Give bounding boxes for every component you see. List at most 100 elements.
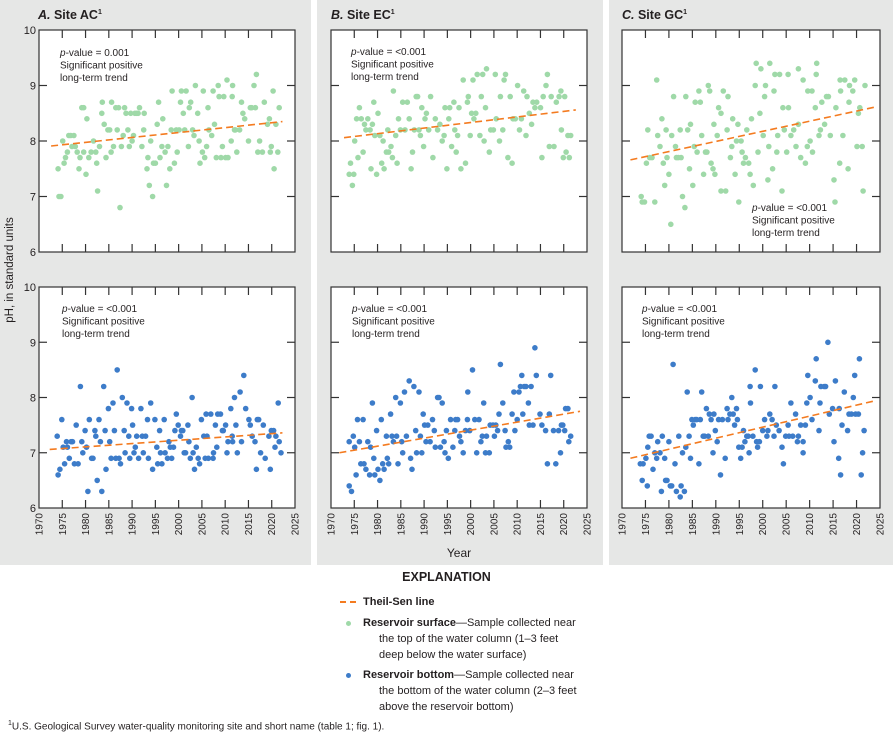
data-point bbox=[387, 411, 394, 417]
data-point bbox=[653, 77, 660, 83]
data-point bbox=[195, 455, 201, 462]
data-point bbox=[710, 450, 716, 456]
data-point bbox=[403, 433, 410, 440]
data-point bbox=[767, 411, 773, 417]
data-point bbox=[149, 193, 156, 200]
trend-annotation: p-value = <0.001 Significant positive long… bbox=[751, 203, 835, 239]
data-point bbox=[767, 60, 773, 67]
data-point bbox=[166, 438, 172, 445]
legend-desc: the bottom of the water column (2–3 feet bbox=[379, 685, 577, 697]
data-point bbox=[152, 416, 158, 423]
data-point bbox=[765, 177, 771, 183]
data-point bbox=[437, 121, 443, 128]
data-point bbox=[729, 143, 735, 150]
data-point bbox=[683, 93, 689, 100]
data-point bbox=[240, 110, 246, 117]
data-point bbox=[369, 121, 376, 128]
data-point bbox=[492, 71, 499, 78]
panel-letter: A. bbox=[37, 8, 51, 22]
annotation-line: long-term trend bbox=[352, 329, 420, 340]
data-point bbox=[744, 127, 750, 133]
data-point bbox=[813, 60, 820, 67]
data-point bbox=[657, 450, 663, 456]
data-point bbox=[114, 367, 120, 373]
data-point bbox=[77, 154, 83, 161]
data-point bbox=[855, 110, 862, 117]
data-point bbox=[90, 138, 97, 144]
data-point bbox=[252, 438, 258, 445]
data-point bbox=[251, 82, 257, 89]
data-point bbox=[717, 472, 724, 478]
data-point bbox=[108, 149, 114, 155]
data-point bbox=[769, 416, 775, 423]
y-tick-label: 8 bbox=[30, 136, 36, 148]
data-point bbox=[785, 71, 791, 78]
data-point bbox=[203, 143, 210, 150]
data-point bbox=[558, 88, 564, 94]
panel-site: Site EC bbox=[344, 8, 391, 22]
data-point bbox=[660, 160, 667, 166]
data-point bbox=[733, 405, 740, 412]
data-point bbox=[140, 127, 147, 133]
panel-letter: C. bbox=[622, 8, 635, 22]
data-point bbox=[851, 77, 858, 83]
data-point bbox=[73, 422, 79, 428]
data-point bbox=[80, 149, 87, 155]
data-point bbox=[84, 116, 90, 122]
data-point bbox=[185, 143, 192, 150]
data-point bbox=[360, 149, 366, 155]
data-point bbox=[437, 444, 444, 451]
data-point bbox=[417, 433, 424, 440]
data-point bbox=[678, 483, 684, 489]
data-point bbox=[553, 461, 559, 467]
data-point bbox=[677, 494, 683, 500]
data-point bbox=[86, 416, 93, 423]
data-point bbox=[159, 143, 165, 150]
data-point bbox=[511, 389, 517, 395]
footnote-mark: 1 bbox=[391, 9, 395, 16]
data-point bbox=[486, 149, 493, 155]
data-point bbox=[147, 138, 154, 144]
data-point bbox=[122, 450, 128, 456]
data-point bbox=[432, 444, 439, 451]
data-point bbox=[110, 400, 116, 406]
data-point bbox=[812, 104, 819, 111]
x-tick-label: 2015 bbox=[536, 513, 547, 536]
data-point bbox=[789, 433, 796, 440]
data-point bbox=[772, 71, 778, 78]
data-point bbox=[363, 127, 369, 133]
data-point bbox=[550, 427, 557, 434]
data-point bbox=[745, 160, 752, 166]
data-point bbox=[353, 116, 360, 122]
data-point bbox=[479, 433, 486, 440]
data-point bbox=[234, 450, 241, 456]
data-point bbox=[229, 82, 236, 89]
data-point bbox=[698, 389, 705, 395]
data-point bbox=[420, 411, 427, 417]
data-point bbox=[64, 149, 71, 155]
data-point bbox=[208, 411, 214, 417]
data-point bbox=[90, 455, 96, 462]
data-point bbox=[187, 455, 194, 462]
data-point bbox=[826, 411, 833, 417]
data-point bbox=[224, 450, 230, 456]
data-point bbox=[198, 416, 205, 423]
data-point bbox=[371, 99, 377, 105]
data-point bbox=[217, 411, 224, 417]
data-point bbox=[819, 99, 825, 105]
data-point bbox=[817, 127, 824, 133]
data-point bbox=[64, 444, 71, 451]
data-point bbox=[825, 93, 832, 100]
data-point bbox=[61, 160, 67, 166]
data-point bbox=[145, 455, 152, 462]
data-point bbox=[546, 143, 553, 150]
data-point bbox=[725, 416, 731, 423]
data-point bbox=[450, 444, 456, 451]
data-point bbox=[212, 422, 219, 428]
data-point bbox=[697, 99, 704, 105]
data-point bbox=[755, 149, 761, 155]
data-point bbox=[419, 104, 425, 111]
data-point bbox=[804, 143, 811, 150]
data-point bbox=[497, 93, 504, 100]
data-point bbox=[177, 99, 184, 105]
